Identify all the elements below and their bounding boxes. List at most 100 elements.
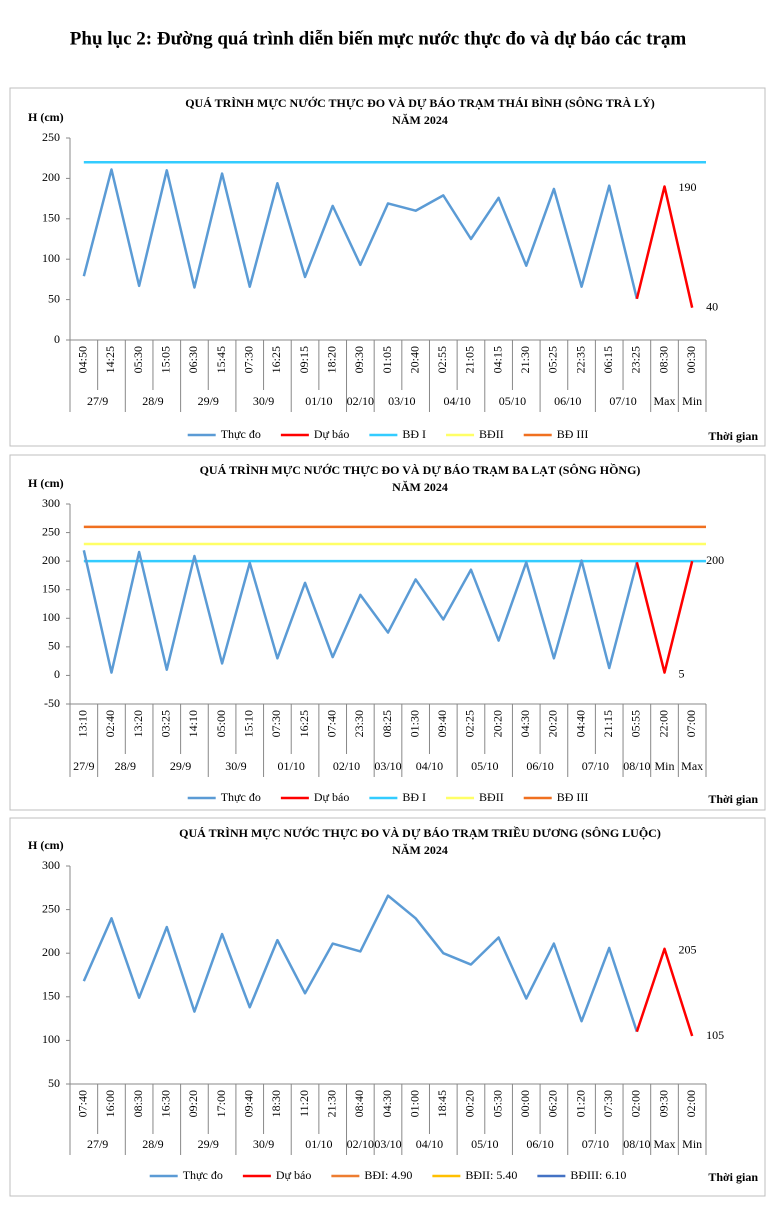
x-tick-label: 21:15 [601,710,615,737]
x-tick-label: 04:15 [490,346,504,373]
x-tick-label: 09:30 [656,1090,670,1117]
y-tick-label: 150 [42,211,60,225]
data-label: 5 [679,666,685,680]
y-tick-label: 100 [42,610,60,624]
y-axis-label: H (cm) [28,476,64,490]
y-tick-label: 300 [42,496,60,510]
x-group-label: 29/9 [170,759,191,773]
x-group-label: 05/10 [499,394,526,408]
y-tick-label: 200 [42,170,60,184]
legend-label: Thực đo [221,790,261,804]
x-group-label: 05/10 [471,1137,498,1151]
x-tick-label: 06:30 [186,346,200,373]
x-tick-label: 04:30 [518,710,532,737]
x-tick-label: 16:30 [159,1090,173,1117]
x-tick-label: 18:20 [324,346,338,373]
x-tick-label: 05:30 [490,1090,504,1117]
y-tick-label: 0 [54,332,60,346]
x-group-label: 30/9 [225,759,246,773]
x-tick-label: 07:00 [684,710,698,737]
x-axis-label: Thời gian [708,1170,758,1184]
x-tick-label: 09:20 [186,1090,200,1117]
y-tick-label: 250 [42,524,60,538]
legend-label: BĐIII: 6.10 [570,1168,626,1182]
x-tick-label: 22:35 [573,346,587,373]
chart-frame [9,817,766,1197]
x-tick-label: 07:30 [269,710,283,737]
y-tick-label: 200 [42,553,60,567]
x-group-label: 28/9 [142,1137,163,1151]
data-label: 190 [679,180,697,194]
x-group-label: 01/10 [305,394,332,408]
y-tick-label: 100 [42,1032,60,1046]
x-group-label: 06/10 [526,759,553,773]
x-group-label: 27/9 [73,759,94,773]
x-group-label: 06/10 [554,394,581,408]
x-tick-label: 07:40 [76,1090,90,1117]
y-tick-label: 50 [48,1076,60,1090]
y-tick-label: 200 [42,945,60,959]
legend-label: Thực đo [183,1168,223,1182]
x-tick-label: 00:00 [518,1090,532,1117]
x-tick-label: 21:30 [324,1090,338,1117]
y-tick-label: 250 [42,901,60,915]
legend-label: Dự báo [314,427,350,441]
x-tick-label: 05:30 [131,346,145,373]
x-tick-label: 20:20 [546,710,560,737]
x-group-label: 01/10 [278,759,305,773]
x-tick-label: 08:30 [656,346,670,373]
x-tick-label: 09:30 [352,346,366,373]
x-tick-label: 01:05 [380,346,394,373]
x-tick-label: 14:25 [103,346,117,373]
x-group-label: 03/10 [374,1137,401,1151]
x-group-label: Max [654,394,676,408]
x-tick-label: 21:05 [463,346,477,373]
x-tick-label: 02:00 [629,1090,643,1117]
y-tick-label: 50 [48,639,60,653]
chart-subtitle: NĂM 2024 [392,113,448,127]
data-label: 40 [706,299,718,313]
x-tick-label: 20:20 [490,710,504,737]
legend-label: BĐ III [557,790,589,804]
x-group-label: 02/10 [347,394,374,408]
data-label: 200 [706,553,724,567]
x-tick-label: 16:25 [297,710,311,737]
legend-label: BĐII [479,427,504,441]
y-tick-label: -50 [44,696,60,710]
x-tick-label: 09:40 [241,1090,255,1117]
x-group-label: 28/9 [142,394,163,408]
x-tick-label: 13:20 [131,710,145,737]
x-tick-label: 06:15 [601,346,615,373]
x-tick-label: 15:05 [159,346,173,373]
y-tick-label: 50 [48,291,60,305]
legend-label: BĐ I [402,790,426,804]
legend-label: Dự báo [276,1168,312,1182]
x-group-label: 30/9 [253,1137,274,1151]
legend-label: BĐ III [557,427,589,441]
chart-frame [9,454,766,811]
legend-label: BĐII [479,790,504,804]
x-group-label: 07/10 [609,394,636,408]
x-tick-label: 13:10 [76,710,90,737]
x-axis-label: Thời gian [708,429,758,443]
x-group-label: 01/10 [305,1137,332,1151]
x-group-label: 29/9 [198,1137,219,1151]
series-line [82,894,639,1033]
legend: Thực đo Dự báo BĐI: 4.90 BĐII: 5.40 BĐIII: 6… [149,1168,626,1182]
x-group-label: 04/10 [416,1137,443,1151]
series-line [82,168,639,300]
x-tick-label: 16:25 [269,346,283,373]
x-tick-label: 05:55 [629,710,643,737]
x-tick-label: 08:30 [131,1090,145,1117]
y-tick-label: 150 [42,989,60,1003]
x-group-label: 28/9 [115,759,136,773]
x-tick-label: 18:45 [435,1090,449,1117]
x-tick-label: 06:20 [546,1090,560,1117]
y-axis-label: H (cm) [28,838,64,852]
y-tick-label: 250 [42,130,60,144]
series-line [82,550,639,674]
x-tick-label: 01:20 [573,1090,587,1117]
x-tick-label: 15:10 [241,710,255,737]
